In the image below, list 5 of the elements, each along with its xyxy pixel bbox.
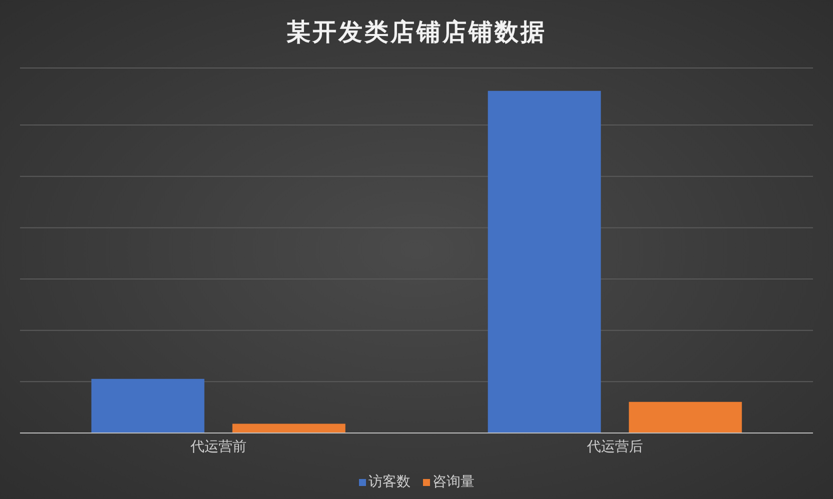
chart-title: 某开发类店铺店铺数据: [286, 17, 548, 48]
x-tick-label: 代运营前: [189, 438, 246, 455]
legend-label: 访客数: [368, 473, 410, 491]
legend-label: 咨询量: [432, 473, 474, 491]
x-tick-label: 代运营后: [586, 438, 643, 455]
